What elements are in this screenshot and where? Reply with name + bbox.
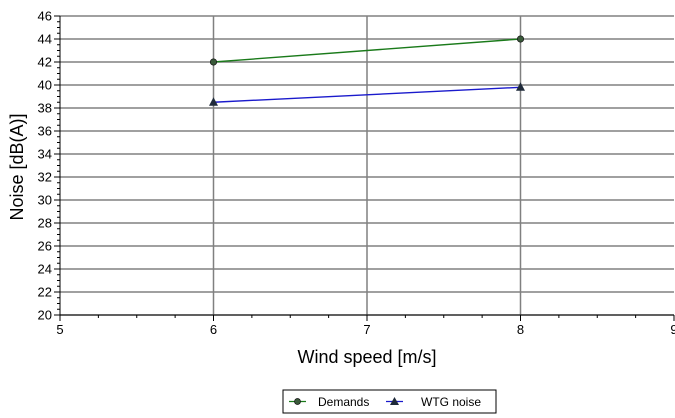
data-point-wtg-noise (209, 97, 218, 106)
y-tick-label: 32 (38, 170, 52, 185)
y-tick-label: 40 (38, 78, 52, 93)
y-tick-label: 42 (38, 55, 52, 70)
series-line-0 (213, 38, 521, 63)
y-tick-label: 20 (38, 308, 52, 323)
y-tick-label: 26 (38, 239, 52, 254)
y-tick-label: 36 (38, 124, 52, 139)
series-line-1 (213, 86, 521, 103)
data-point-wtg-noise (516, 82, 525, 91)
x-tick-label: 9 (670, 322, 675, 337)
x-axis-title: Wind speed [m/s] (297, 347, 436, 367)
ticks: 20 22 24 26 28 30 32 34 36 38 40 42 44 46 5 6 7 8 9 (38, 9, 675, 338)
y-tick-label: 46 (38, 9, 52, 24)
series-layer (209, 35, 525, 106)
y-tick-label: 38 (38, 101, 52, 116)
grid (60, 15, 674, 316)
y-tick-label: 24 (38, 262, 52, 277)
data-point-demands (209, 58, 218, 66)
x-tick-label: 6 (210, 322, 217, 337)
legend-wtg-label: WTG noise (421, 395, 481, 409)
y-axis-title: Noise [dB(A)] (7, 113, 27, 220)
x-tick-label: 8 (517, 322, 524, 337)
data-point-demands (516, 35, 525, 43)
y-tick-label: 44 (38, 32, 52, 47)
y-tick-label: 34 (38, 147, 52, 162)
y-tick-label: 22 (38, 285, 52, 300)
legend: Demands WTG noise (282, 389, 497, 414)
x-tick-label: 7 (363, 322, 370, 337)
legend-wtg-marker (390, 397, 399, 405)
x-tick-label: 5 (56, 322, 63, 337)
legend-demands-marker (294, 398, 301, 405)
y-tick-label: 28 (38, 216, 52, 231)
legend-demands-label: Demands (318, 395, 369, 409)
y-tick-label: 30 (38, 193, 52, 208)
